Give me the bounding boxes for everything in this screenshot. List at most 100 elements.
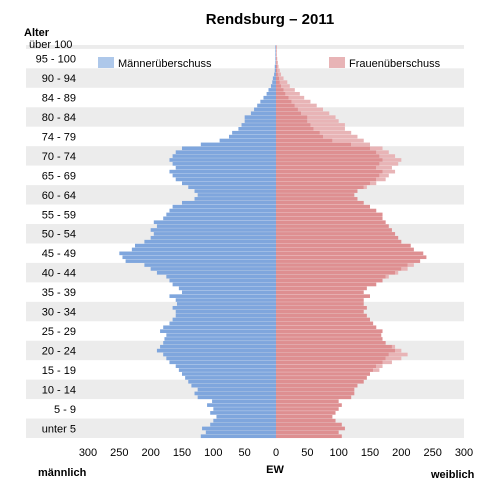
bar-female-age-51 <box>276 235 399 240</box>
bar-male-age-31 <box>175 313 276 318</box>
x-tick-label: 50 <box>239 447 251 459</box>
bar-male-age-71 <box>169 158 276 162</box>
bar-female-age-82 <box>276 115 308 119</box>
bar-female-age-22 <box>276 348 396 353</box>
bar-male-age-86 <box>260 99 276 104</box>
bar-female-age-53 <box>276 228 392 232</box>
bar-male-age-96 <box>275 60 276 65</box>
bar-female-age-91 <box>276 80 280 84</box>
left-side-label-male: männlich <box>38 467 87 479</box>
age-group-label: 65 - 69 <box>42 170 76 182</box>
bar-female-age-21 <box>276 352 389 357</box>
bar-female-age-28 <box>276 325 377 330</box>
bar-female-age-83 <box>276 111 302 116</box>
bar-male-age-74 <box>182 146 276 151</box>
bar-male-age-15 <box>185 376 276 380</box>
x-tick-label: 0 <box>273 447 279 459</box>
bar-male-age-34 <box>176 302 276 306</box>
bar-female-age-55 <box>276 220 386 225</box>
bar-female-age-26 <box>276 333 382 337</box>
bar-male-age-1 <box>205 430 276 435</box>
x-tick-label: 250 <box>423 447 441 459</box>
bar-male-age-37 <box>182 290 276 295</box>
bar-female-age-7 <box>276 407 339 411</box>
bar-female-age-62 <box>276 193 355 197</box>
bar-male-age-58 <box>169 208 276 213</box>
bar-female-surplus-age-87 <box>288 95 305 100</box>
bar-male-age-7 <box>213 407 276 411</box>
bar-male-age-0 <box>200 434 276 439</box>
bar-male-age-16 <box>182 372 276 376</box>
bar-female-surplus-age-43 <box>401 267 408 271</box>
bar-female-surplus-age-92 <box>279 76 284 81</box>
x-tick-label: 100 <box>204 447 222 459</box>
bar-female-age-12 <box>276 387 355 392</box>
age-group-label: 60 - 64 <box>42 190 76 202</box>
bar-male-age-51 <box>150 235 276 240</box>
age-band <box>26 68 464 88</box>
bar-female-age-42 <box>276 270 396 275</box>
age-group-label: 30 - 34 <box>42 307 76 319</box>
bar-female-surplus-age-91 <box>279 80 288 84</box>
bar-female-surplus-age-83 <box>301 111 330 116</box>
age-group-label: 35 - 39 <box>42 287 76 299</box>
bar-male-age-21 <box>163 352 276 357</box>
bar-male-age-79 <box>238 127 276 131</box>
bar-male-age-60 <box>182 200 276 205</box>
bar-male-age-87 <box>263 95 276 100</box>
bar-male-age-98 <box>275 53 276 57</box>
bar-male-age-48 <box>131 247 276 252</box>
bar-female-age-11 <box>276 391 355 396</box>
bar-female-surplus-age-44 <box>407 263 414 267</box>
bar-female-age-84 <box>276 107 298 112</box>
bar-male-age-56 <box>163 216 276 221</box>
bar-female-surplus-age-22 <box>395 348 402 353</box>
age-group-label: 10 - 14 <box>42 384 76 396</box>
bar-female-surplus-age-20 <box>385 356 402 361</box>
bar-female-surplus-age-71 <box>382 158 402 162</box>
bar-male-age-89 <box>268 88 276 92</box>
age-group-label: 74 - 79 <box>42 131 76 143</box>
bar-female-surplus-age-94 <box>277 68 280 73</box>
bar-male-age-83 <box>250 111 276 116</box>
bar-female-age-85 <box>276 103 295 108</box>
bar-female-age-92 <box>276 76 280 81</box>
bar-male-age-9 <box>212 399 276 404</box>
bar-male-age-90 <box>270 84 276 88</box>
x-tick-label: 200 <box>141 447 159 459</box>
bar-female-surplus-age-41 <box>385 274 389 279</box>
age-group-label: 55 - 59 <box>42 209 76 221</box>
bar-female-surplus-age-21 <box>388 352 408 357</box>
bar-female-surplus-age-69 <box>376 165 392 170</box>
x-tick-label: 100 <box>329 447 347 459</box>
bar-male-age-72 <box>172 154 276 158</box>
bar-male-age-2 <box>202 426 276 431</box>
bar-male-age-68 <box>169 169 276 174</box>
bar-male-age-65 <box>182 181 276 186</box>
bar-female-age-36 <box>276 294 370 298</box>
bar-male-age-24 <box>163 341 276 345</box>
bar-female-surplus-age-79 <box>313 127 345 131</box>
bar-female-age-20 <box>276 356 386 361</box>
bar-female-age-73 <box>276 150 377 155</box>
bar-female-surplus-age-76 <box>332 138 364 143</box>
bar-female-age-75 <box>276 142 352 147</box>
age-group-label: 45 - 49 <box>42 248 76 260</box>
bar-female-age-69 <box>276 165 377 170</box>
bar-female-age-39 <box>276 282 377 287</box>
age-group-label: 20 - 24 <box>42 345 76 357</box>
bar-female-age-89 <box>276 88 284 92</box>
bar-female-surplus-age-70 <box>379 162 399 166</box>
bar-female-surplus-age-84 <box>297 107 323 112</box>
legend-swatch-female-surplus <box>329 57 345 68</box>
bar-female-age-58 <box>276 208 377 213</box>
bar-female-age-94 <box>276 68 278 73</box>
bar-female-age-30 <box>276 317 370 322</box>
bar-female-age-93 <box>276 72 278 77</box>
bar-male-age-54 <box>156 224 276 228</box>
bar-male-age-28 <box>163 325 276 330</box>
bar-female-age-37 <box>276 290 364 295</box>
bar-female-age-95 <box>276 64 278 69</box>
bar-female-age-49 <box>276 243 411 248</box>
bar-female-age-79 <box>276 127 314 131</box>
